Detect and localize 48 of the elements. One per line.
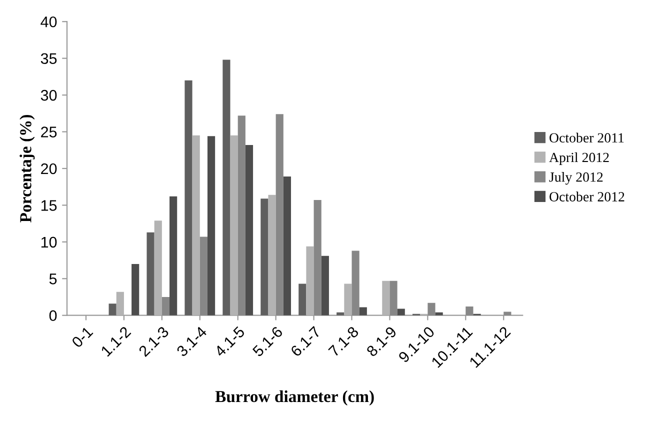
bar [245,144,254,316]
y-tick-label: 25 [41,126,57,138]
bar [352,250,360,316]
x-tick-label: 0-1 [71,326,94,348]
bar [276,114,284,316]
bar [397,308,405,316]
bar [298,284,306,316]
legend-label: October 2011 [550,132,624,143]
bar [222,60,230,316]
bar [238,116,246,316]
bar [382,280,390,316]
legend-label: October 2012 [550,192,624,202]
bar [321,256,329,316]
y-tick-label: 35 [40,53,57,64]
bar [268,194,276,316]
bar [162,297,170,316]
bar [116,292,124,316]
bar [200,236,208,316]
y-tick-label: 0 [49,310,57,322]
bar [504,312,512,316]
bar [306,246,314,316]
bar [283,176,292,316]
bar [260,198,268,316]
bar [344,284,352,316]
y-axis-title: Porcentaje (%) [20,114,35,222]
bar [184,80,192,316]
y-tick-label: 20 [41,163,57,174]
bar [146,232,154,316]
x-axis-title: Burrow diameter (cm) [215,390,374,406]
y-tick-label: 40 [40,16,57,28]
y-tick-label: 15 [41,200,57,211]
bar [170,196,178,316]
bar [132,264,140,316]
y-tick-label: 30 [40,90,57,101]
bar [428,302,436,316]
bar [466,306,474,316]
legend-label: July 2012 [549,172,603,185]
legend-label: April 2012 [549,152,609,165]
bar [314,200,322,316]
bar [359,307,367,316]
y-tick-label: 10 [41,236,57,248]
bar [390,280,398,316]
bar [154,220,162,316]
bar [108,304,116,316]
y-tick-label: 5 [49,274,57,284]
bar [230,135,238,316]
bar [207,136,216,316]
bar [192,135,200,316]
